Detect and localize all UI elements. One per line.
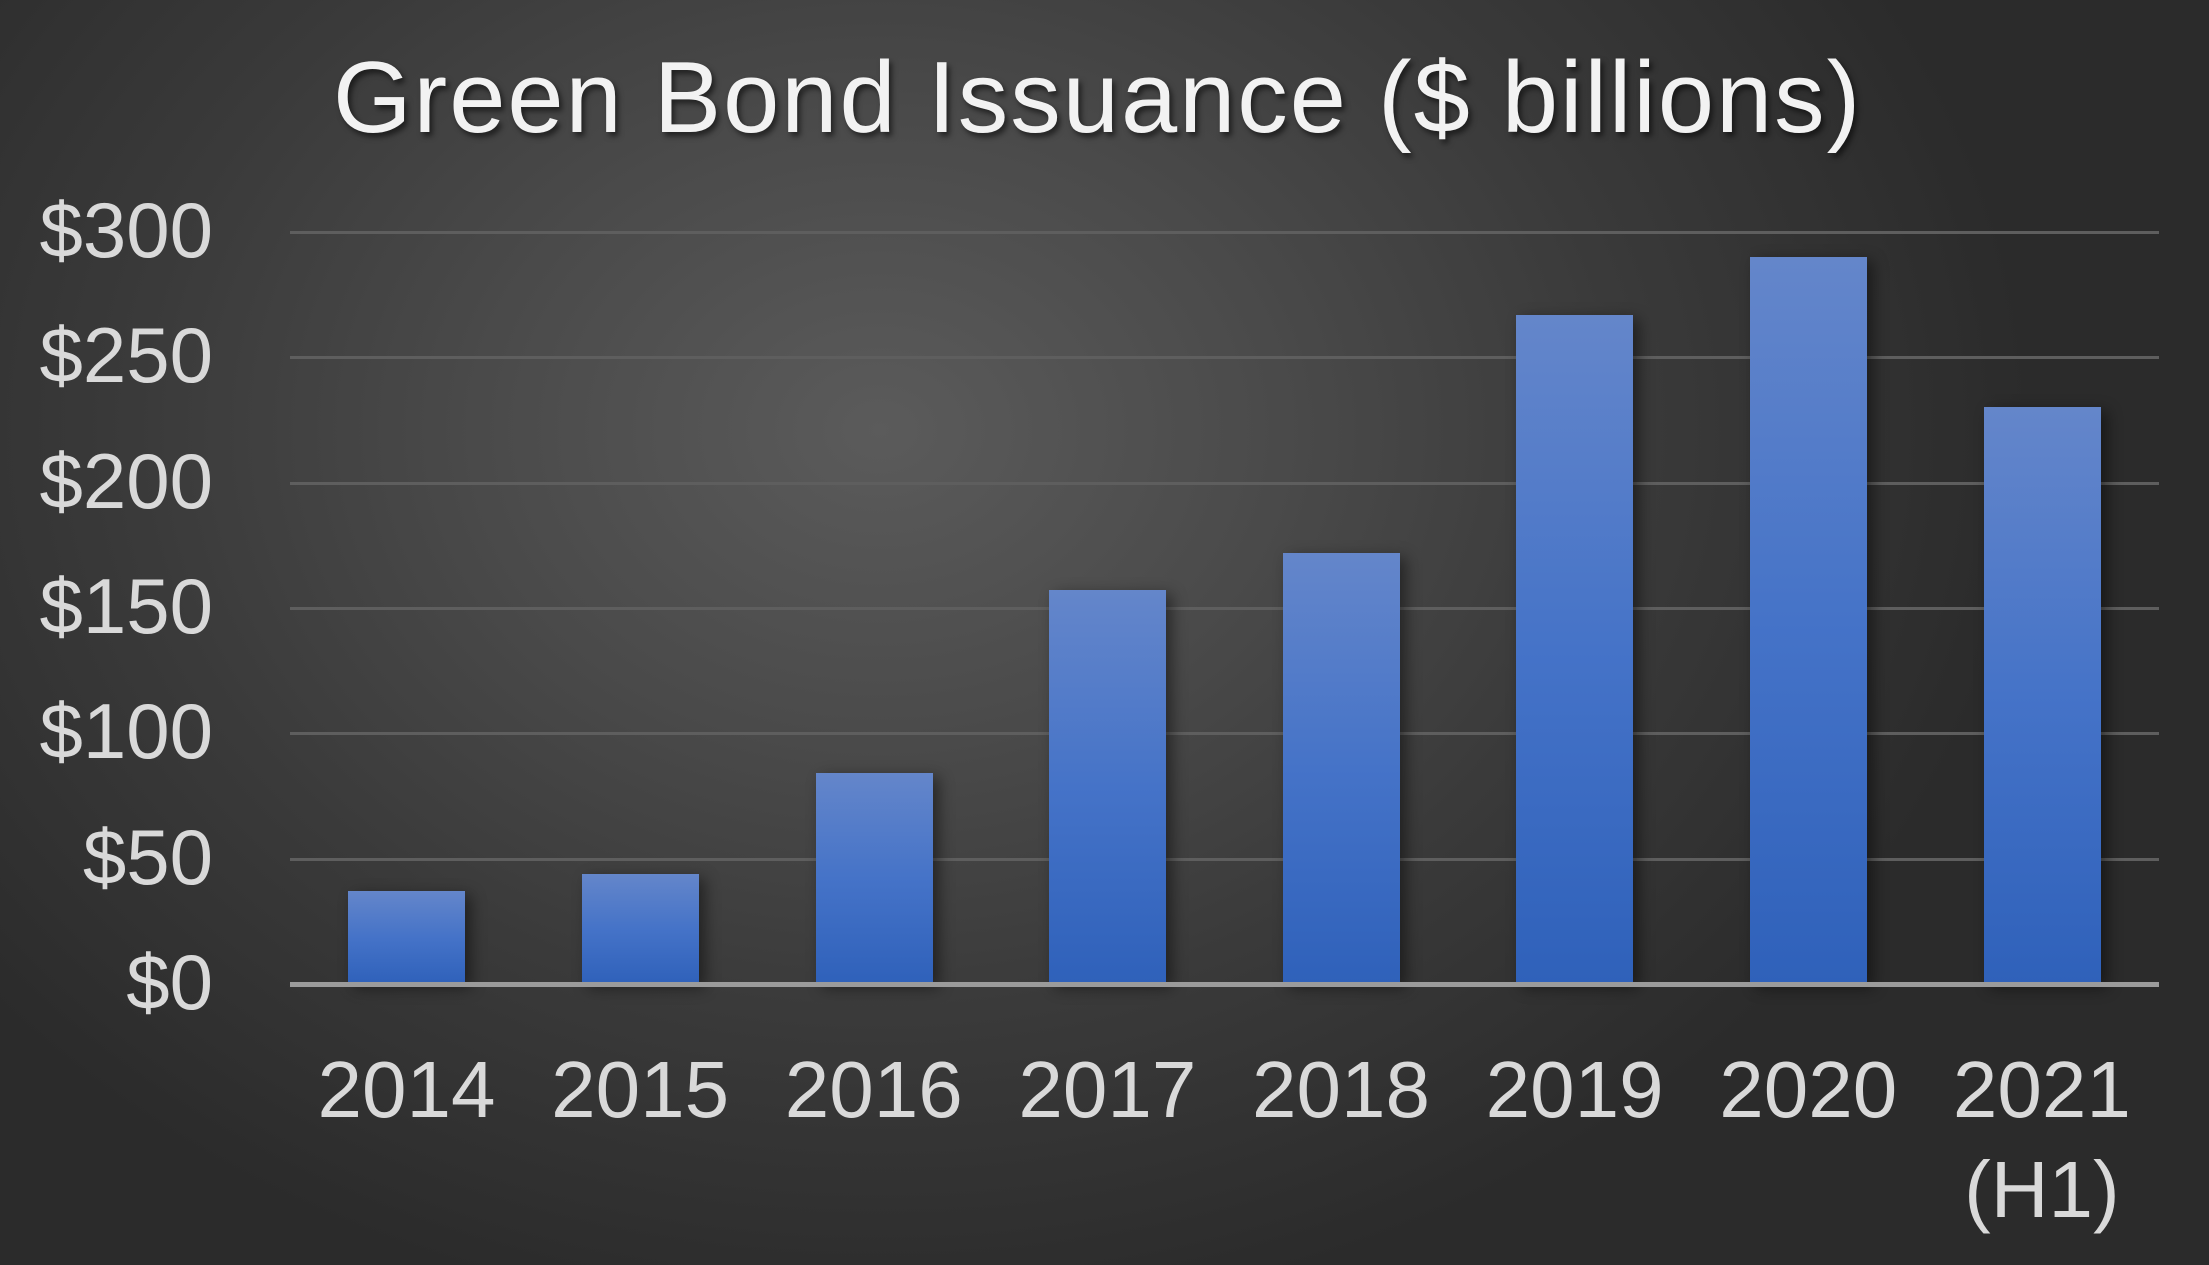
- bar-2019: [1516, 314, 1634, 984]
- x-tick-label: 2015: [551, 1045, 730, 1134]
- bar-2020: [1750, 257, 1868, 984]
- y-tick-label: $0: [126, 938, 213, 1026]
- x-tick-label: 2018: [1252, 1045, 1430, 1134]
- gridline: [290, 732, 2159, 736]
- bar-2021: [1983, 407, 2101, 984]
- y-tick-label: $100: [39, 687, 213, 776]
- y-tick-label: $200: [39, 436, 213, 525]
- chart-title: Green Bond Issuance ($ billions): [333, 42, 1863, 154]
- x-axis-line: [290, 982, 2159, 987]
- bar-2014: [348, 891, 466, 984]
- plot-area: 2014 2015 2016 2017 2018 2019 2020 2021 (H1): [290, 0, 2159, 1265]
- x-tick-label: 2020: [1719, 1045, 1898, 1134]
- x-tick-label: 2016: [784, 1045, 963, 1134]
- y-tick-label: $300: [39, 186, 213, 274]
- gridline: [290, 857, 2159, 861]
- y-tick-label: $250: [39, 311, 213, 400]
- x-tick-label: 2021 (H1): [1952, 1045, 2131, 1234]
- x-tick-label: 2019: [1485, 1045, 1664, 1134]
- gridline: [290, 607, 2159, 610]
- x-tick-label: 2014: [317, 1045, 496, 1134]
- gridline: [290, 356, 2159, 360]
- x-tick-label: 2017: [1018, 1045, 1197, 1134]
- gridline: [290, 481, 2159, 485]
- y-tick-label: $150: [39, 562, 213, 650]
- bar-2017: [1049, 590, 1167, 984]
- bar-2016: [815, 773, 933, 984]
- bar-2018: [1282, 552, 1400, 984]
- y-tick-label: $50: [82, 812, 213, 901]
- gridline: [290, 231, 2159, 234]
- bar-2015: [581, 873, 699, 984]
